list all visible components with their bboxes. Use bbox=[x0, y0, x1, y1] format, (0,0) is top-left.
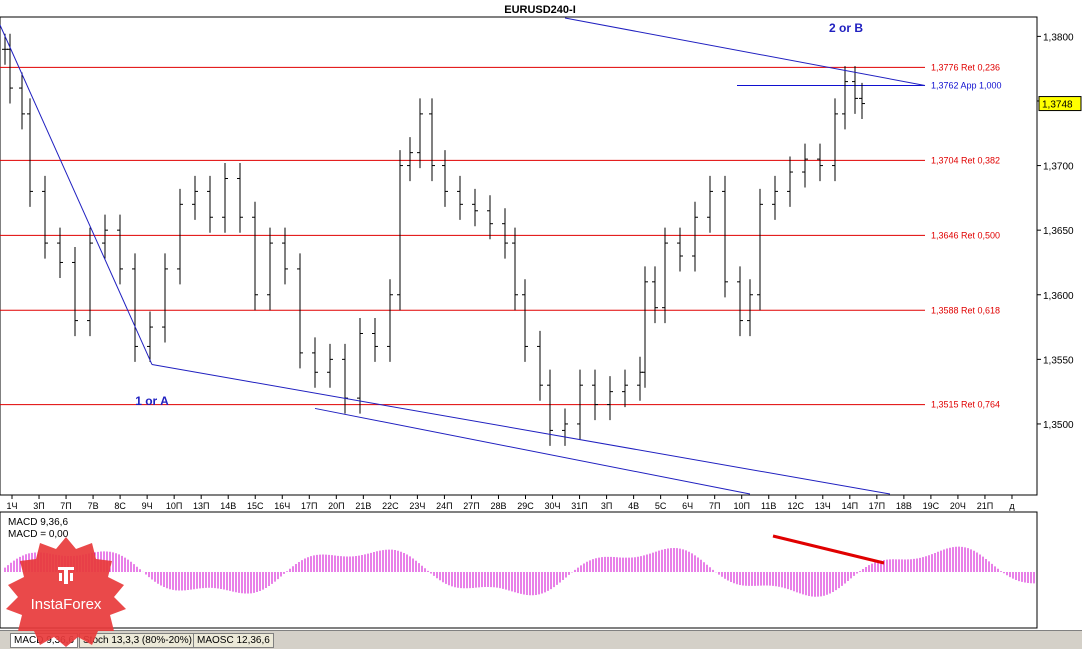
x-tick-label: 10П bbox=[166, 501, 182, 511]
x-tick-label: 14В bbox=[220, 501, 236, 511]
wave-label-major: 2 or B bbox=[829, 21, 863, 35]
x-tick-label: д bbox=[1009, 501, 1015, 511]
macd-value-label: MACD = 0,00 bbox=[8, 529, 69, 540]
y-tick-label: 1,3700 bbox=[1043, 162, 1074, 173]
x-tick-label: 20П bbox=[328, 501, 344, 511]
x-tick-label: 21В bbox=[355, 501, 371, 511]
price-chart-svg: EURUSD240-I1,38001,37501,37001,36501,360… bbox=[0, 4, 1082, 629]
fib-level-label: 1,3646 Ret 0,500 bbox=[931, 230, 1000, 240]
x-tick-label: 23Ч bbox=[409, 501, 425, 511]
x-tick-label: 28В bbox=[490, 501, 506, 511]
y-tick-label: 1,3800 bbox=[1043, 32, 1074, 43]
x-tick-label: 7П bbox=[709, 501, 720, 511]
macd-panel bbox=[0, 511, 1038, 629]
tab-maosc[interactable]: MAOSC 12,36,6 bbox=[193, 633, 274, 648]
x-tick-label: 7П bbox=[60, 501, 71, 511]
x-tick-label: 30Ч bbox=[545, 501, 561, 511]
logo-text: InstaForex bbox=[31, 596, 102, 613]
macd-trend-line bbox=[772, 534, 885, 565]
wave-label-major: 1 or A bbox=[135, 394, 169, 408]
x-tick-label: 13Ч bbox=[815, 501, 831, 511]
indicator-tab-bar: MACD 9,36,6 Stoch 13,3,3 (80%-20%) MAOSC… bbox=[0, 630, 1082, 649]
x-tick-label: 21П bbox=[977, 501, 993, 511]
channel-line-top bbox=[564, 17, 926, 86]
x-tick-label: 4В bbox=[628, 501, 639, 511]
x-tick-label: 3П bbox=[601, 501, 612, 511]
x-tick-label: 6Ч bbox=[682, 501, 693, 511]
channel-line-left bbox=[0, 24, 153, 365]
x-tick-label: 15С bbox=[247, 501, 264, 511]
x-tick-label: 5С bbox=[655, 501, 667, 511]
x-tick-label: 14П bbox=[842, 501, 858, 511]
current-price-marker bbox=[1038, 96, 1082, 112]
macd-label: MACD 9,36,6 bbox=[8, 517, 68, 528]
channel-line-bottom2 bbox=[314, 407, 751, 495]
x-tick-label: 17П bbox=[869, 501, 885, 511]
x-tick-label: 13П bbox=[193, 501, 209, 511]
y-tick-label: 1,3600 bbox=[1043, 291, 1074, 302]
x-tick-label: 1Ч bbox=[6, 501, 17, 511]
x-tick-label: 27П bbox=[463, 501, 479, 511]
price-panel bbox=[0, 16, 1038, 496]
chart-title: EURUSD240-I bbox=[504, 4, 576, 16]
fib-level-label: 1,3776 Ret 0,236 bbox=[931, 62, 1000, 72]
x-tick-label: 16Ч bbox=[274, 501, 290, 511]
x-tick-label: 20Ч bbox=[950, 501, 966, 511]
y-tick-label: 1,3650 bbox=[1043, 226, 1074, 237]
x-tick-label: 17П bbox=[301, 501, 317, 511]
fib-level-label: 1,3704 Ret 0,382 bbox=[931, 155, 1000, 165]
x-tick-label: 24П bbox=[436, 501, 452, 511]
x-tick-label: 12С bbox=[788, 501, 805, 511]
y-tick-label: 1,3550 bbox=[1043, 355, 1074, 366]
x-tick-label: 11В bbox=[761, 501, 776, 511]
x-tick-label: 8С bbox=[114, 501, 126, 511]
fib-level-label: 1,3515 Ret 0,764 bbox=[931, 400, 1000, 410]
channel-line-bottom bbox=[151, 364, 891, 495]
fib-level-label: 1,3762 App 1,000 bbox=[931, 80, 1002, 90]
x-tick-label: 19С bbox=[923, 501, 940, 511]
y-tick-label: 1,3500 bbox=[1043, 420, 1074, 431]
x-tick-label: 3П bbox=[33, 501, 44, 511]
x-tick-label: 31П bbox=[571, 501, 587, 511]
fib-level-label: 1,3588 Ret 0,618 bbox=[931, 305, 1000, 315]
x-tick-label: 7В bbox=[88, 501, 99, 511]
current-price-label: 1,3748 bbox=[1042, 100, 1073, 111]
instaforex-logo: InstaForex bbox=[6, 537, 126, 647]
x-tick-label: 18В bbox=[896, 501, 912, 511]
x-tick-label: 22С bbox=[382, 501, 399, 511]
x-tick-label: 9Ч bbox=[142, 501, 153, 511]
x-tick-label: 10П bbox=[733, 501, 749, 511]
x-tick-label: 29С bbox=[517, 501, 534, 511]
